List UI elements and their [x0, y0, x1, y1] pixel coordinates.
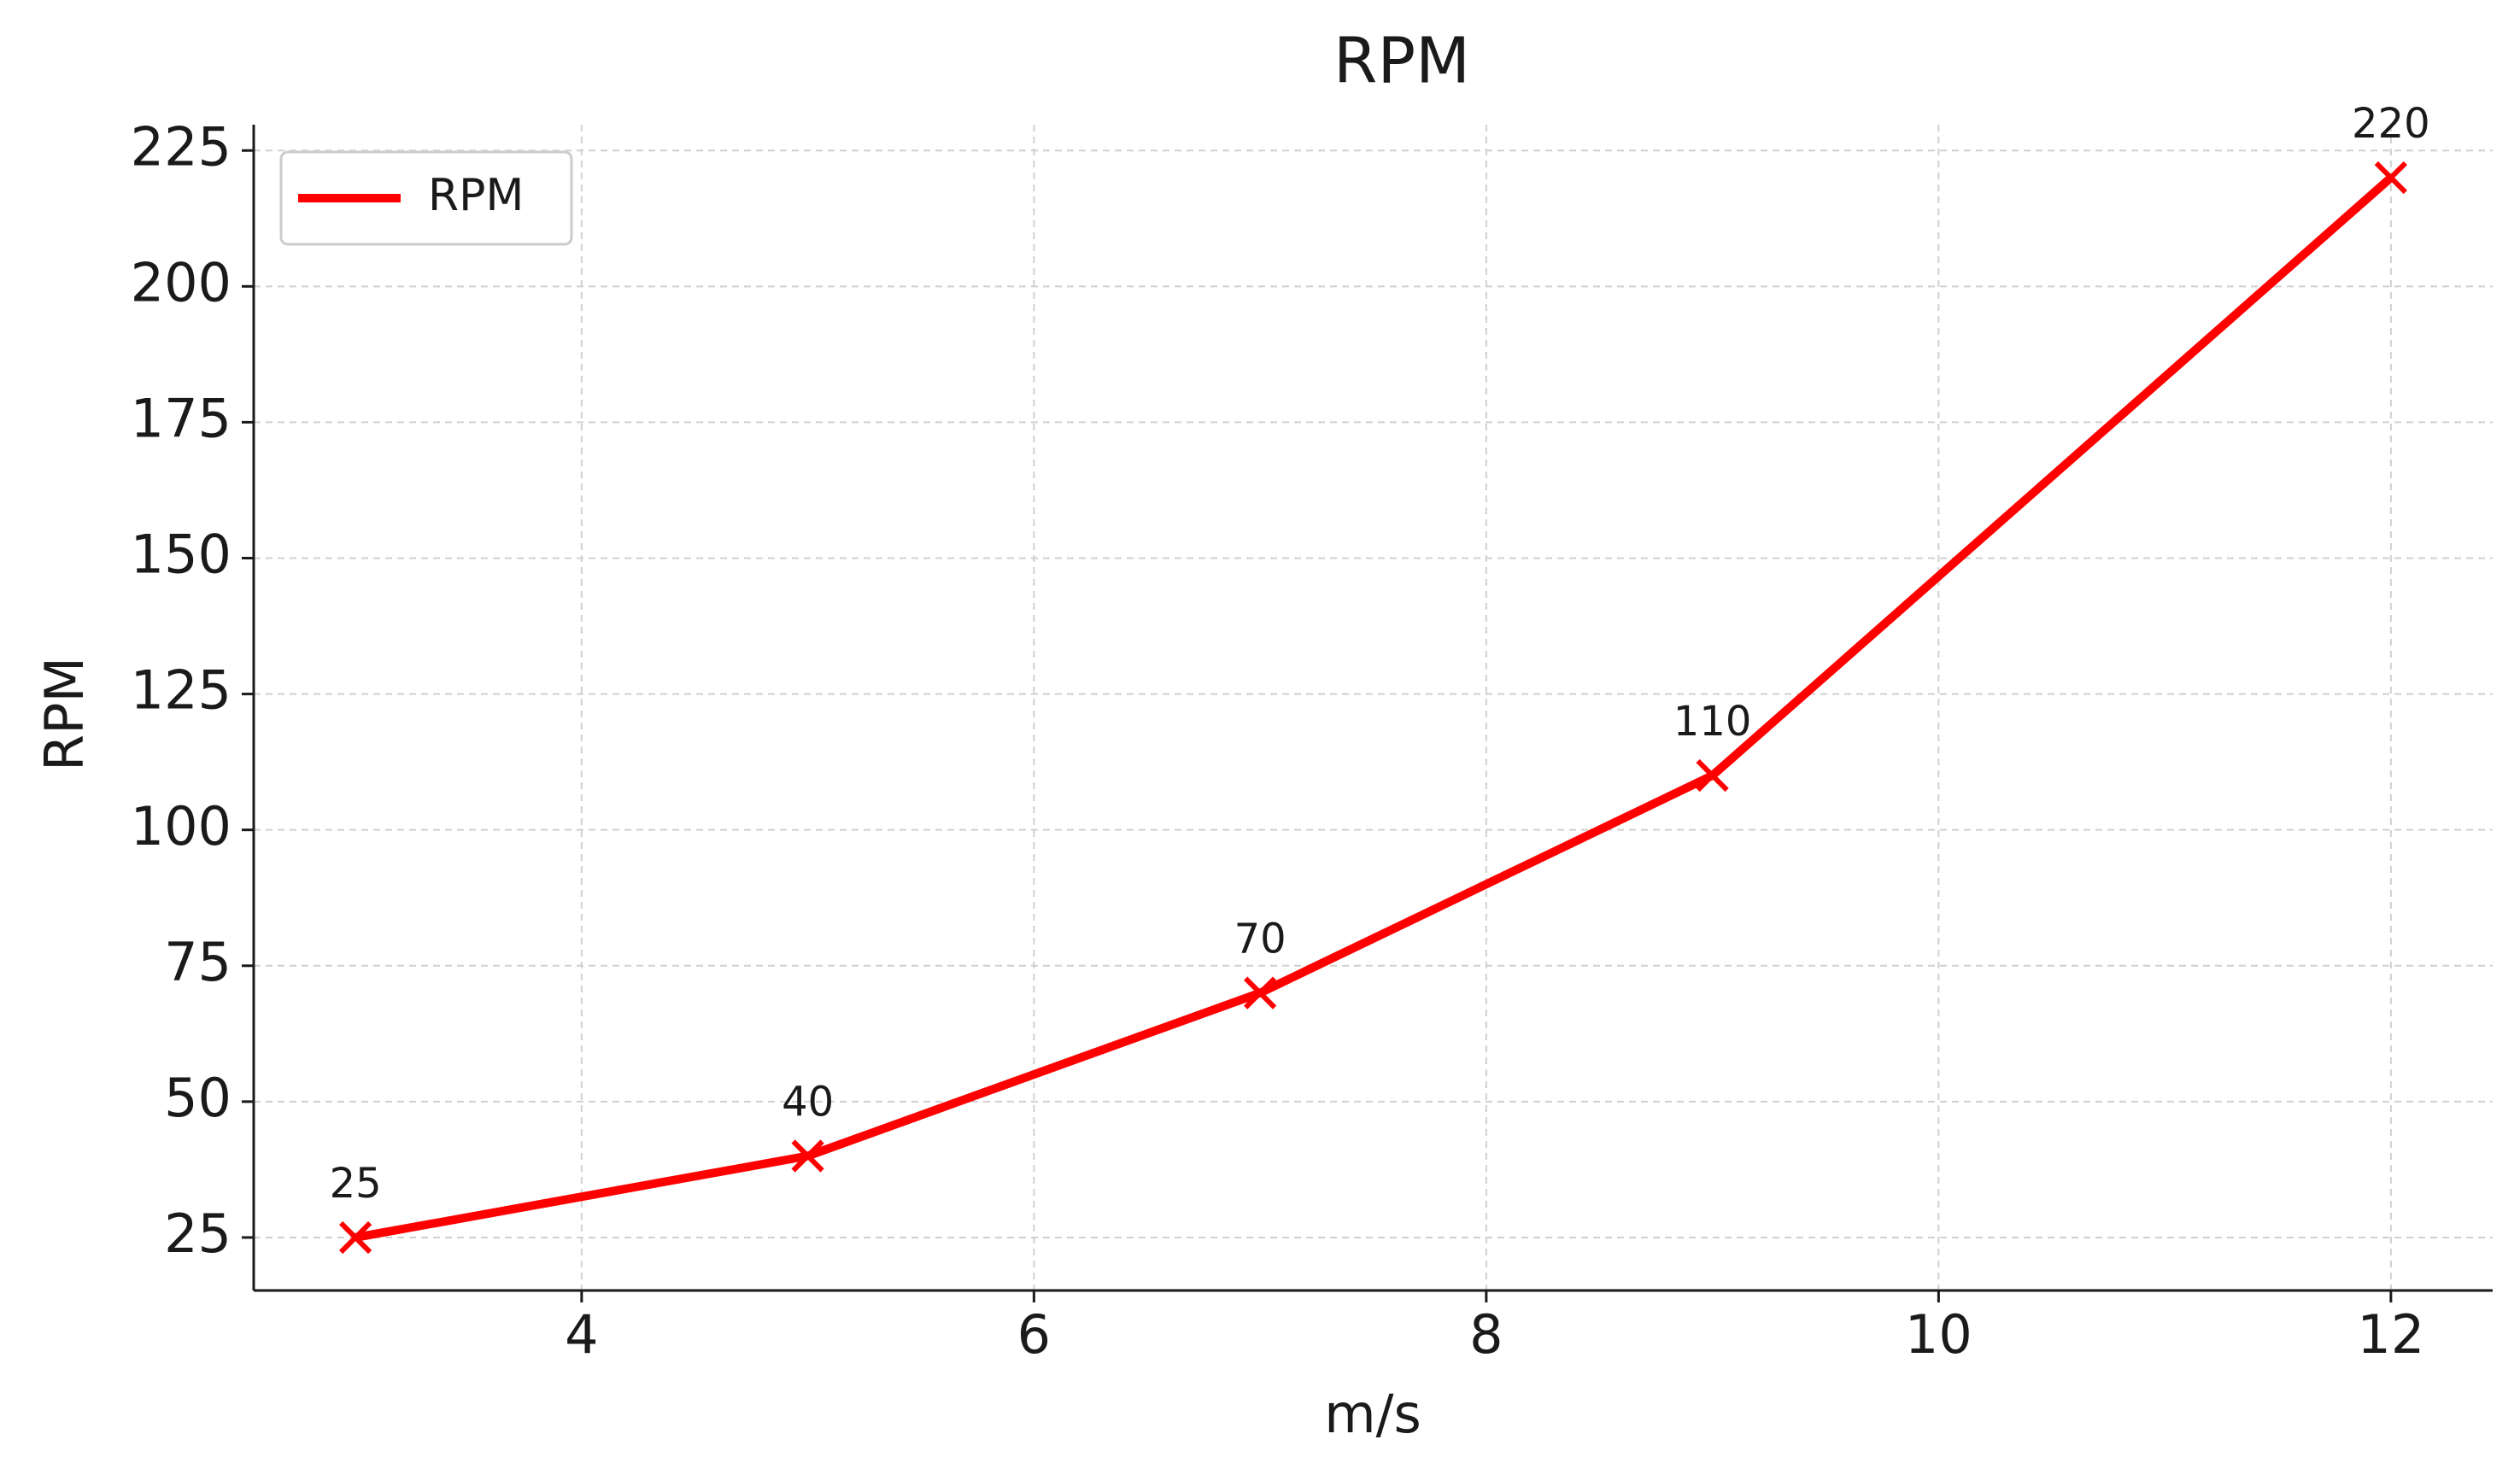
- x-axis-label: m/s: [1324, 1383, 1421, 1445]
- y-tick-label: 125: [131, 659, 231, 722]
- y-tick-label: 100: [131, 795, 231, 857]
- data-label: 40: [782, 1079, 834, 1127]
- x-tick-label: 12: [2357, 1303, 2424, 1366]
- legend-label: RPM: [428, 170, 524, 221]
- marker-stroke: [1696, 758, 1729, 793]
- marker-stroke: [339, 1220, 372, 1255]
- data-label: 25: [330, 1160, 382, 1208]
- y-tick-label: 200: [131, 251, 231, 313]
- legend-box: [279, 150, 573, 246]
- marker: [791, 1139, 824, 1173]
- y-tick-label: 225: [131, 115, 231, 178]
- marker-stroke: [1244, 976, 1277, 1009]
- data-label: 220: [2352, 100, 2430, 148]
- y-tick-label: 175: [131, 388, 231, 450]
- y-tick-label: 75: [164, 931, 231, 993]
- x-tick-label: 6: [1017, 1303, 1051, 1366]
- marker: [2374, 161, 2407, 195]
- y-tick-label: 25: [164, 1203, 231, 1265]
- data-label: 70: [1234, 916, 1286, 963]
- x-tick-label: 4: [565, 1303, 598, 1366]
- marker-stroke: [791, 1139, 824, 1173]
- marker: [1244, 976, 1277, 1009]
- x-tick-label: 10: [1905, 1303, 1972, 1366]
- marker: [1696, 758, 1729, 793]
- y-tick-label: 150: [131, 524, 231, 586]
- marker: [339, 1220, 372, 1255]
- x-tick-label: 8: [1469, 1303, 1503, 1366]
- y-tick-label: 50: [164, 1067, 231, 1129]
- marker-stroke: [2374, 161, 2407, 195]
- chart-title: RPM: [1333, 25, 1470, 98]
- data-label: 110: [1673, 698, 1752, 746]
- y-axis-label: RPM: [33, 657, 96, 771]
